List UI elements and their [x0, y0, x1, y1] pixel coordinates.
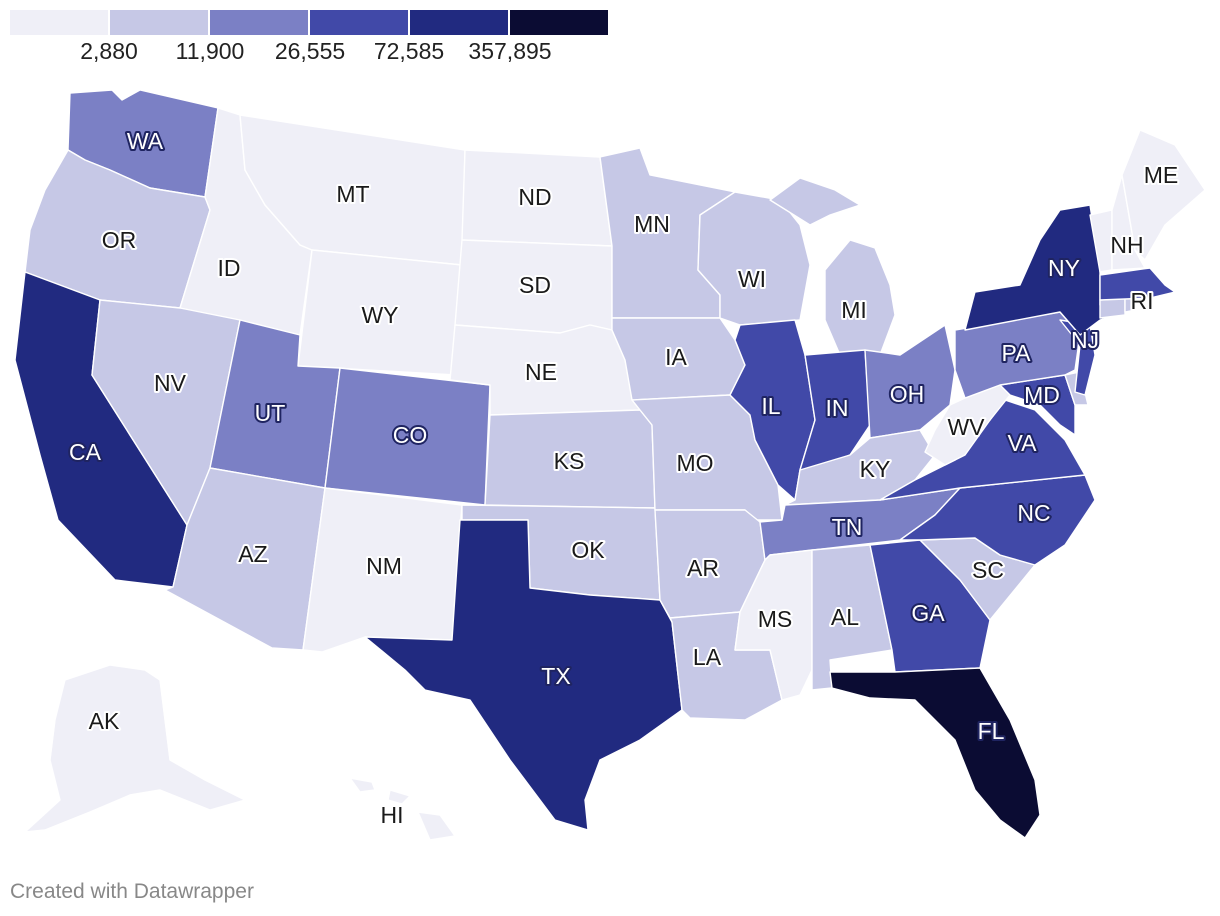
- state-label-ky: KY: [860, 456, 891, 482]
- legend-tick-label: 357,895: [468, 38, 552, 64]
- state-label-mt: MT: [336, 181, 369, 207]
- state-label-id: ID: [218, 255, 241, 281]
- legend-swatch: [210, 10, 308, 35]
- state-label-ny: NY: [1048, 255, 1080, 281]
- state-label-sc: SC: [972, 557, 1004, 583]
- state-me[interactable]: [1121, 129, 1206, 261]
- state-label-or: OR: [102, 227, 137, 253]
- state-label-fl: FL: [978, 718, 1005, 744]
- state-label-ut: UT: [255, 400, 286, 426]
- state-label-ca: CA: [69, 439, 102, 465]
- state-label-co: CO: [393, 422, 428, 448]
- state-label-ok: OK: [571, 537, 605, 563]
- state-shapes: [14, 89, 1206, 841]
- state-label-ks: KS: [554, 448, 585, 474]
- legend-swatch: [310, 10, 408, 35]
- state-label-tx: TX: [541, 663, 570, 689]
- state-ma[interactable]: [1099, 267, 1176, 301]
- state-label-il: IL: [761, 393, 780, 419]
- state-label-hi: HI: [381, 802, 404, 828]
- datawrapper-credit: Created with Datawrapper: [10, 880, 254, 903]
- state-tx[interactable]: [364, 519, 683, 831]
- state-label-ia: IA: [665, 344, 687, 370]
- state-label-ga: GA: [911, 600, 945, 626]
- state-label-ar: AR: [687, 555, 719, 581]
- state-label-pa: PA: [1002, 340, 1032, 366]
- legend-tick-label: 2,880: [80, 38, 138, 64]
- state-label-wy: WY: [361, 302, 398, 328]
- state-label-oh: OH: [890, 381, 925, 407]
- legend-swatch: [110, 10, 208, 35]
- state-label-me: ME: [1144, 162, 1179, 188]
- legend-swatch: [410, 10, 508, 35]
- state-label-wa: WA: [127, 128, 164, 154]
- state-label-nv: NV: [154, 370, 187, 396]
- state-label-ri: RI: [1131, 288, 1154, 314]
- legend-swatch: [10, 10, 108, 35]
- state-label-wv: WV: [947, 414, 985, 440]
- legend-tick-label: 11,900: [175, 38, 245, 64]
- state-label-nj: NJ: [1071, 327, 1099, 353]
- state-label-ak: AK: [89, 708, 120, 734]
- state-nc[interactable]: [899, 474, 1096, 566]
- state-wi[interactable]: [697, 191, 811, 326]
- color-legend: 2,880 11,900 26,555 72,585 357,895: [10, 10, 610, 70]
- state-label-ne: NE: [525, 359, 557, 385]
- state-label-tn: TN: [832, 514, 863, 540]
- state-label-la: LA: [693, 644, 722, 670]
- state-label-wi: WI: [738, 266, 766, 292]
- state-label-nc: NC: [1017, 500, 1050, 526]
- state-label-ms: MS: [758, 606, 793, 632]
- legend-tick-label: 72,585: [373, 38, 445, 64]
- state-mi[interactable]: [769, 177, 896, 356]
- state-label-nh: NH: [1110, 232, 1143, 258]
- state-label-nm: NM: [366, 553, 402, 579]
- state-label-al: AL: [831, 604, 859, 630]
- state-label-mo: MO: [676, 450, 713, 476]
- state-ct[interactable]: [1099, 297, 1126, 319]
- state-label-in: IN: [826, 395, 849, 421]
- state-nh[interactable]: [1111, 174, 1146, 271]
- legend-swatch: [510, 10, 608, 35]
- state-label-nd: ND: [518, 184, 551, 210]
- state-hi[interactable]: [349, 777, 456, 841]
- state-label-sd: SD: [519, 272, 551, 298]
- legend-tick-label: 26,555: [274, 38, 346, 64]
- state-label-mn: MN: [634, 211, 670, 237]
- state-label-md: MD: [1024, 382, 1060, 408]
- state-label-az: AZ: [238, 541, 267, 567]
- state-label-mi: MI: [841, 297, 867, 323]
- state-labels: WA OR CA ID NV MT WY UT CO AZ NM ND SD N…: [67, 126, 1180, 830]
- state-ak[interactable]: [24, 664, 246, 833]
- state-label-va: VA: [1008, 430, 1038, 456]
- state-fl[interactable]: [829, 667, 1041, 839]
